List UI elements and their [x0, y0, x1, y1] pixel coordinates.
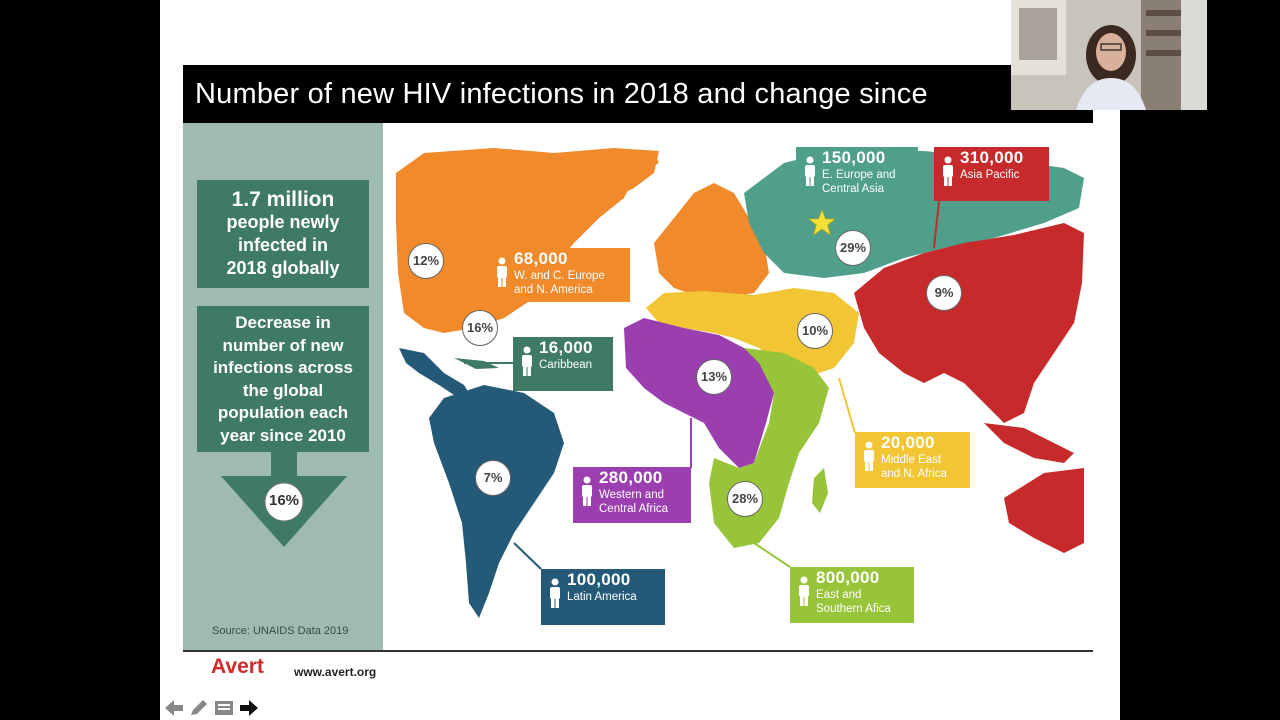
percent-marker-latin-america: 7% [475, 460, 511, 496]
presenter-image [1011, 0, 1207, 110]
label-east-southern-africa: 800,000 East and Southern Afica [790, 567, 914, 623]
decrease-box: Decrease in number of new infections acr… [197, 306, 369, 452]
region-west-europe [654, 183, 769, 298]
percent-marker-caribbean: 16% [462, 310, 498, 346]
avert-logo: Avert [211, 655, 264, 678]
region-se-asia-islands [984, 423, 1074, 463]
region-name: Latin America [567, 591, 637, 603]
person-icon [582, 476, 592, 506]
decrease-line-1: Decrease in [235, 313, 331, 332]
region-count: 800,000 [816, 568, 880, 587]
region-asia-pacific [854, 223, 1084, 423]
region-count: 20,000 [881, 433, 935, 452]
region-name: Middle East and N. Africa [881, 454, 947, 480]
region-name: Caribbean [539, 359, 593, 371]
region-count: 280,000 [599, 468, 663, 487]
footer-divider [183, 650, 1093, 652]
percent-marker-eeca: 29% [835, 230, 871, 266]
region-count: 150,000 [822, 148, 886, 167]
region-greenland [554, 148, 659, 203]
person-icon [497, 257, 507, 287]
label-east-europe-central-asia: 150,000 E. Europe and Central Asia [796, 147, 918, 201]
region-name: Asia Pacific [960, 169, 1020, 181]
decrease-line-6: year since 2010 [220, 425, 346, 445]
presenter-video[interactable] [1011, 0, 1207, 110]
label-middle-east-north-africa: 20,000 Middle East and N. Africa [855, 432, 970, 488]
region-count: 310,000 [960, 148, 1024, 167]
pencil-icon[interactable] [188, 698, 210, 718]
percent-marker-mena: 10% [797, 313, 833, 349]
region-middle-east-north-africa [646, 288, 859, 378]
decrease-line-2: number of new [222, 335, 344, 355]
percent-marker-wce: 12% [408, 243, 444, 279]
person-icon [805, 156, 815, 186]
arrow-right-icon[interactable] [238, 698, 260, 718]
label-connectors [464, 200, 940, 570]
slide-title: Number of new HIV infections in 2018 and… [183, 65, 1093, 123]
person-icon [522, 346, 532, 376]
decrease-line-5: population each [217, 403, 349, 422]
person-icon [550, 578, 560, 608]
total-line-1: people newly [226, 212, 340, 232]
region-central-america [399, 348, 469, 395]
person-icon [864, 441, 874, 471]
region-west-central-africa [624, 318, 774, 468]
percent-marker-asia-pacific: 9% [926, 275, 962, 311]
region-latin-america [429, 385, 564, 618]
region-name: Western and Central Africa [599, 489, 669, 515]
total-line-3: 2018 globally [226, 258, 340, 278]
total-infections-box: 1.7 million people newly infected in 201… [197, 180, 369, 288]
menu-icon[interactable] [213, 698, 235, 718]
region-count: 100,000 [567, 570, 631, 589]
decrease-line-4: the global [242, 380, 324, 400]
percent-marker-esa: 28% [727, 481, 763, 517]
person-icon [799, 576, 809, 606]
region-count: 68,000 [514, 249, 568, 268]
label-west-central-europe-north-america: 68,000 W. and C. Europe and N. America [488, 248, 630, 302]
region-name: East and Southern Afica [816, 589, 891, 615]
region-madagascar [812, 468, 828, 513]
label-west-central-africa: 280,000 Western and Central Africa [573, 467, 691, 523]
source-note: Source: UNAIDS Data 2019 [212, 625, 349, 637]
avert-url: www.avert.org [294, 665, 377, 679]
total-infections-value: 1.7 million [231, 188, 335, 211]
label-latin-america: 100,000 Latin America [541, 569, 665, 625]
arrow-left-icon[interactable] [163, 698, 185, 718]
region-australia [1004, 468, 1084, 553]
percent-marker-wca: 13% [696, 359, 732, 395]
region-name: W. and C. Europe and N. America [514, 270, 605, 296]
decrease-percent: 16% [268, 492, 300, 509]
region-name: E. Europe and Central Asia [822, 169, 896, 195]
decrease-line-3: infections across [213, 358, 353, 377]
star-marker-icon [808, 209, 836, 236]
label-asia-pacific: 310,000 Asia Pacific [934, 147, 1049, 201]
world-map [396, 148, 1084, 618]
person-icon [943, 156, 953, 186]
region-count: 16,000 [539, 338, 593, 357]
label-caribbean: 16,000 Caribbean [513, 337, 613, 391]
total-line-2: infected in [237, 235, 328, 255]
decrease-arrow-icon [221, 450, 347, 547]
